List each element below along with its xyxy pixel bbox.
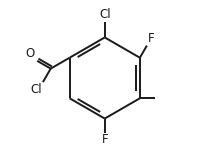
Text: Cl: Cl <box>30 83 42 96</box>
Text: F: F <box>101 133 108 146</box>
Text: O: O <box>26 47 35 60</box>
Text: F: F <box>148 32 154 45</box>
Text: Cl: Cl <box>99 8 111 21</box>
